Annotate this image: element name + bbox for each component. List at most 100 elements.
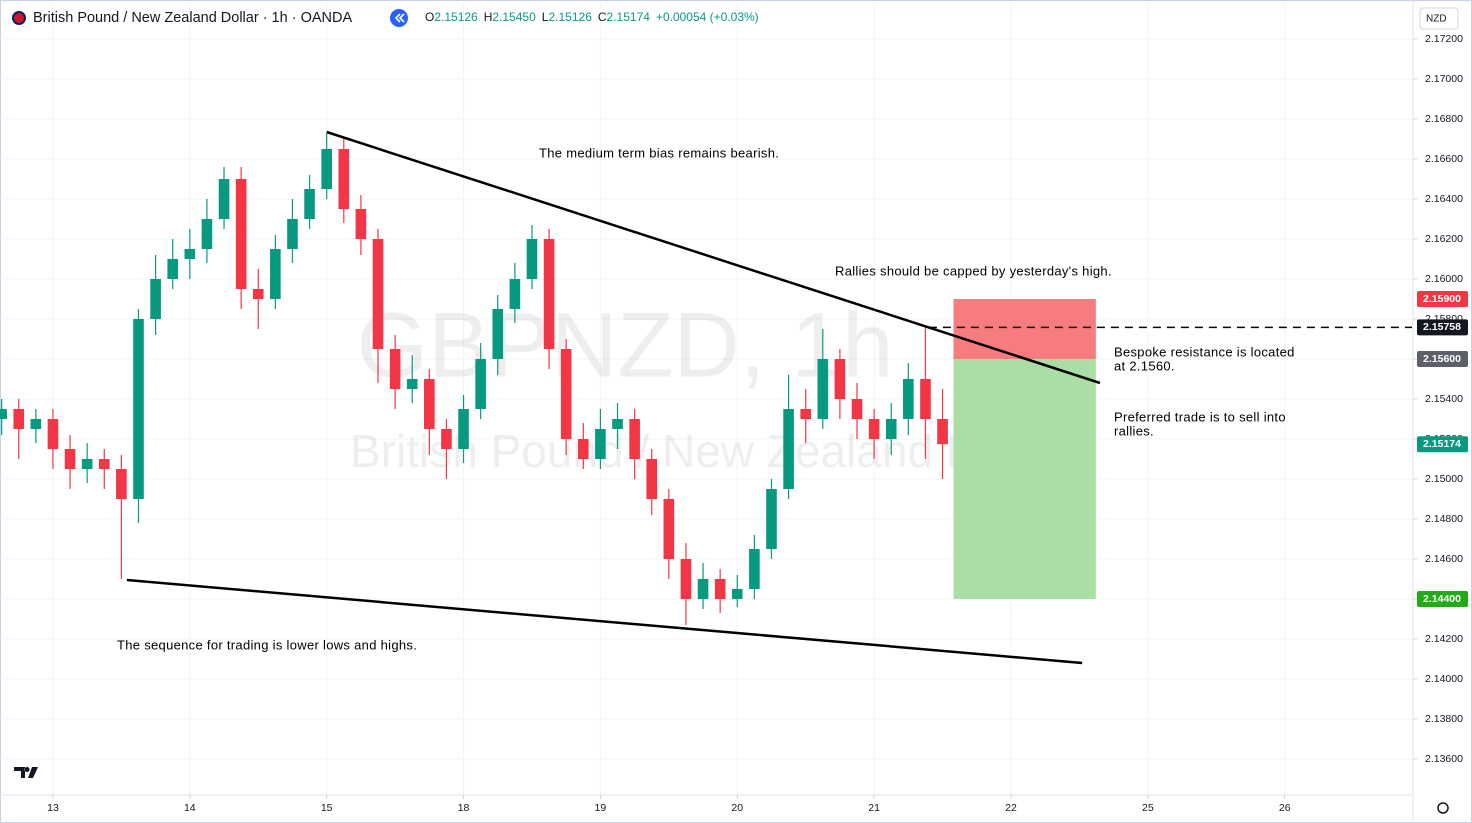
- ohlc-value: 2.15450: [492, 10, 536, 24]
- candle-body: [98, 459, 110, 469]
- candle-body: [543, 239, 555, 349]
- x-tick-label: 18: [458, 802, 470, 814]
- candle-body: [338, 149, 350, 209]
- candle-body: [577, 439, 589, 459]
- candle-body: [680, 559, 692, 599]
- candle-body: [321, 149, 332, 189]
- candle-body: [817, 359, 829, 419]
- candle-body: [218, 179, 230, 219]
- x-tick-label: 25: [1142, 802, 1154, 814]
- candle-body: [783, 409, 794, 489]
- ohlc-label: H: [484, 10, 493, 24]
- y-tick-label: 2.14800: [1425, 513, 1463, 525]
- y-tick-label: 2.14600: [1425, 553, 1463, 565]
- x-tick-label: 26: [1279, 802, 1291, 814]
- candle-body: [13, 409, 25, 429]
- candle-body: [629, 419, 640, 459]
- candle-body: [0, 409, 7, 419]
- price-label-box: [1417, 436, 1468, 453]
- candle-body: [424, 379, 435, 429]
- x-tick-label: 19: [595, 802, 607, 814]
- candle-body: [612, 419, 623, 429]
- candle-body: [201, 219, 213, 249]
- candle-body: [766, 489, 777, 549]
- x-tick-label: 20: [731, 802, 743, 814]
- candle-body: [252, 289, 264, 299]
- x-tick-label: 15: [321, 802, 333, 814]
- x-tick-label: 13: [47, 802, 59, 814]
- candle-body: [475, 359, 486, 409]
- candle-body: [595, 429, 606, 459]
- candle-body: [920, 379, 931, 419]
- price-label-box: [1417, 351, 1468, 367]
- candle-body: [235, 179, 247, 289]
- price-label: 2.14400: [1423, 593, 1461, 605]
- ohlc-value: 2.15126: [434, 10, 478, 24]
- trend-line: [326, 130, 1101, 385]
- flag-icon: [12, 11, 26, 25]
- price-label-box: [1417, 291, 1468, 307]
- candle-body: [30, 419, 42, 429]
- candle-body: [885, 419, 897, 439]
- candle-body: [47, 419, 59, 449]
- price-label-box: [1417, 591, 1468, 607]
- candle-body: [167, 259, 179, 279]
- ohlc-value: 2.15126: [548, 10, 592, 24]
- candle-body: [116, 469, 127, 499]
- x-tick-label: 22: [1005, 802, 1017, 814]
- ohlc-label: O: [425, 10, 434, 24]
- y-tick-label: 2.16800: [1425, 113, 1463, 125]
- ohlc-label: L: [542, 10, 549, 24]
- candle-body: [406, 379, 418, 389]
- price-label: 2.15900: [1423, 293, 1461, 305]
- replay-icon: [394, 13, 405, 23]
- price-label: 2.15600: [1423, 353, 1461, 365]
- trend-line: [126, 578, 1083, 665]
- y-tick-label: 2.16200: [1425, 233, 1463, 245]
- candle-body: [81, 459, 93, 469]
- symbol-title[interactable]: British Pound / New Zealand Dollar · 1h …: [33, 10, 352, 26]
- candle-body: [441, 429, 452, 449]
- currency: NZD: [1426, 14, 1447, 25]
- price-label: 2.15758: [1423, 321, 1461, 333]
- y-tick-label: 2.16000: [1425, 273, 1463, 285]
- candle-body: [526, 239, 538, 279]
- candle-body: [184, 249, 196, 259]
- candle-body: [64, 449, 76, 469]
- annotation: The medium term bias remains bearish.: [539, 145, 779, 160]
- candle-body: [868, 419, 880, 439]
- candle-body: [714, 579, 726, 599]
- candle-body: [903, 379, 914, 419]
- annotation: at 2.1560.: [1114, 358, 1175, 373]
- candle-body: [663, 499, 675, 559]
- candle-body: [304, 189, 315, 219]
- ohlc-value: 2.15174: [607, 10, 651, 24]
- y-tick-label: 2.13600: [1425, 753, 1463, 765]
- price-label: 2.15174: [1423, 438, 1461, 450]
- candle-body: [646, 459, 658, 499]
- candle-body: [749, 549, 760, 589]
- candle-body: [937, 419, 948, 445]
- annotation: Rallies should be capped by yesterday's …: [835, 263, 1112, 278]
- ohlc-label: C: [598, 10, 607, 24]
- candle-body: [697, 579, 709, 599]
- price-label-box: [1417, 319, 1468, 336]
- axes: 2.17200 2.17000 2.16800 2.16600 2.16400 2.162…: [47, 33, 1468, 814]
- change: +0.00054 (+0.03%): [656, 10, 759, 24]
- tv-logo: [14, 767, 38, 778]
- candle-body: [287, 219, 298, 249]
- candle-body: [509, 279, 521, 309]
- candle-body: [133, 319, 144, 499]
- candle-body: [834, 359, 846, 399]
- x-tick-label: 14: [184, 802, 196, 814]
- currency-button[interactable]: [1419, 7, 1459, 30]
- annotation: rallies.: [1114, 423, 1154, 438]
- settings-icon[interactable]: [1437, 802, 1449, 814]
- y-tick-label: 2.16400: [1425, 193, 1463, 205]
- watermark-symbol: GBPNZD, 1h: [357, 294, 894, 396]
- annotation: The sequence for trading is lower lows a…: [117, 637, 417, 652]
- plot: The medium term bias remains bearish. Ral…: [0, 130, 1412, 665]
- candle-body: [372, 239, 384, 349]
- candle-body: [492, 309, 504, 359]
